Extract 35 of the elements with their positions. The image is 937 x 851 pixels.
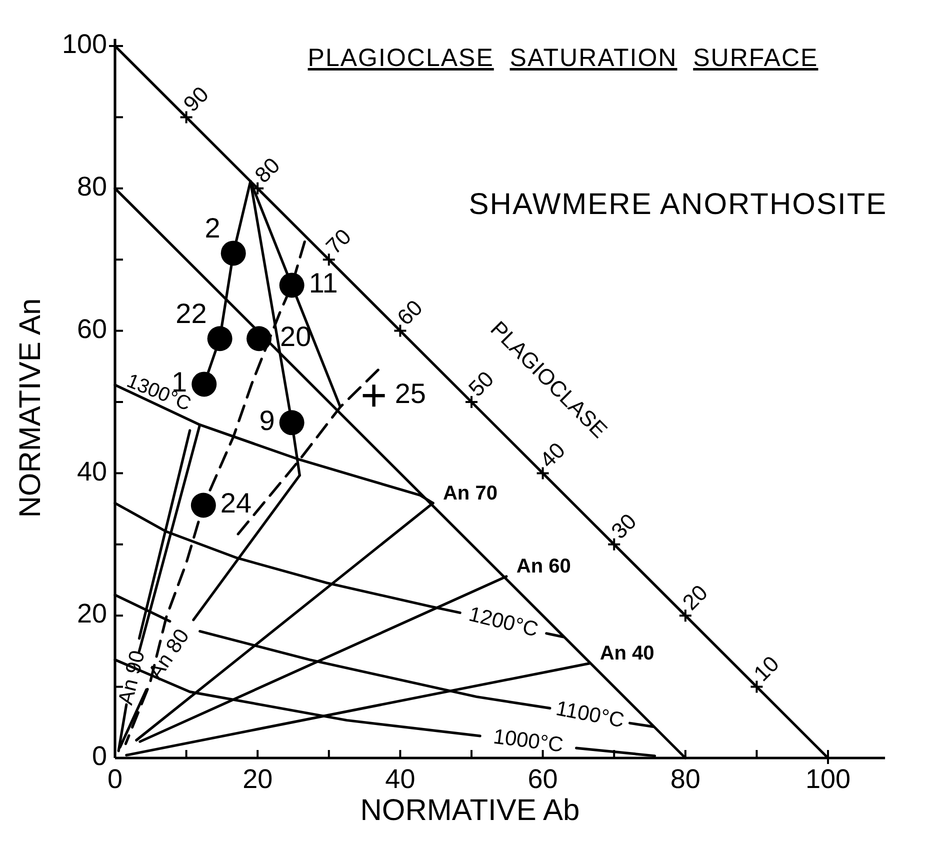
annotation: 20	[280, 321, 312, 352]
x-tick-label: 40	[385, 764, 416, 794]
data-label: 60	[392, 295, 428, 330]
x-tick-label: 80	[670, 764, 700, 794]
x-tick-label: 100	[805, 764, 851, 794]
data-label: 20	[678, 580, 712, 615]
annotation: 11	[308, 268, 338, 299]
annotation: 25	[394, 378, 426, 409]
y-tick-label: 80	[76, 172, 107, 202]
data-label: 70	[321, 224, 356, 259]
annotation: 22	[176, 298, 207, 330]
y-tick-label: 0	[92, 741, 107, 772]
annotation: 24	[220, 488, 252, 519]
text: 1200°C	[466, 602, 540, 642]
y-tick-label: 20	[76, 598, 107, 629]
data-label: 50	[464, 366, 499, 402]
series-label: An 70	[443, 482, 498, 504]
data-label: 40	[534, 438, 570, 472]
text: SHAWMERE ANORTHOSITE	[468, 188, 888, 221]
series-label: An 40	[600, 642, 654, 665]
series-label: An 60	[516, 556, 571, 578]
annotation: 9	[259, 405, 275, 436]
data-label: 30	[606, 508, 642, 544]
y-tick-label: 60	[76, 314, 107, 344]
y-tick-label: 100	[62, 29, 107, 60]
y-tick-label: 40	[76, 456, 107, 486]
x-tick-label: 20	[242, 764, 273, 794]
chart-title: PLAGIOCLASE SATURATION SURFACE	[308, 44, 818, 72]
data-label: 80	[250, 152, 285, 188]
annotation: 2	[204, 212, 220, 244]
x-axis-title: NORMATIVE Ab	[360, 794, 580, 827]
y-axis-title: NORMATIVE An	[14, 298, 47, 518]
data-label: 10	[748, 651, 784, 686]
x-tick-label: 60	[528, 764, 558, 794]
data-label: 90	[178, 82, 214, 116]
